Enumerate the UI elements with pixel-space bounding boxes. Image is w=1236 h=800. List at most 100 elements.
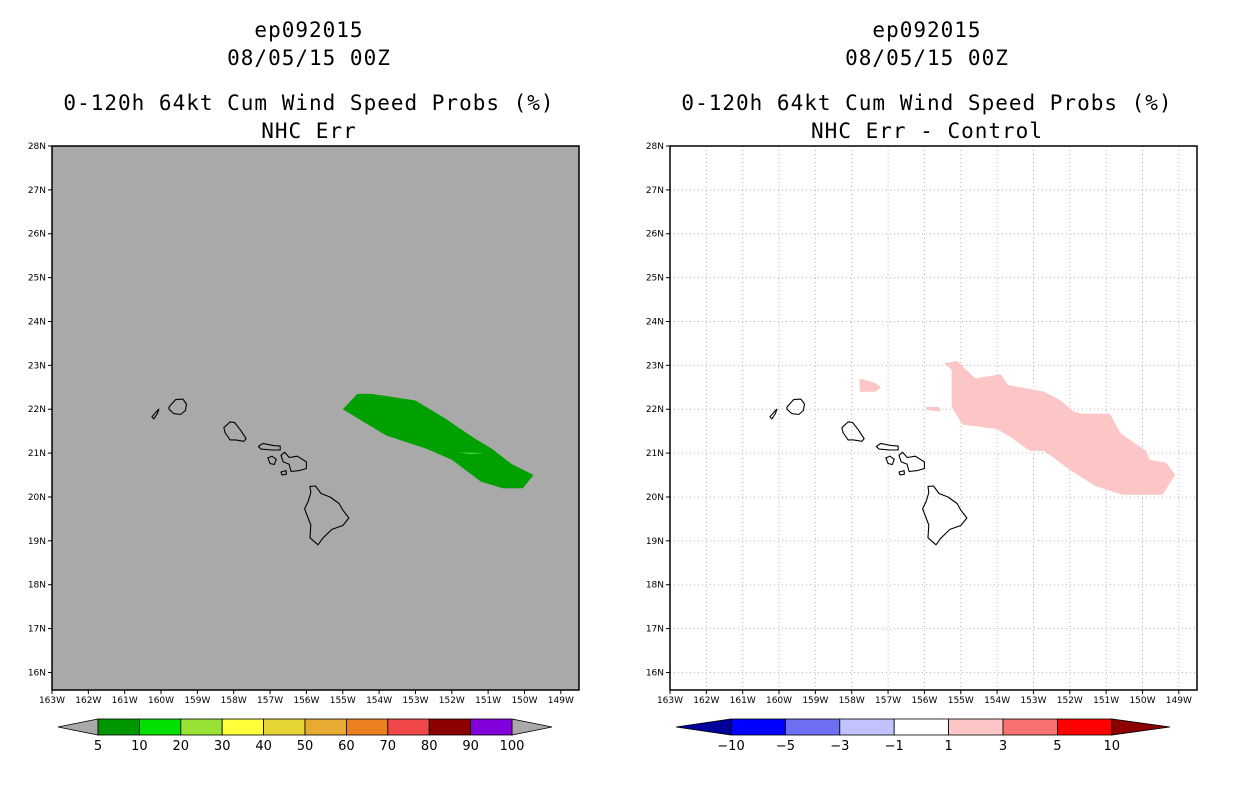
product-title: 0-120h 64kt Cum Wind Speed Probs (%) <box>63 91 555 115</box>
colorbar-right-arrow <box>1111 718 1171 736</box>
longitude-label: 157W <box>875 696 901 706</box>
longitude-label: 156W <box>293 696 319 706</box>
latitude-label: 25N <box>646 274 664 284</box>
latitude-label: 18N <box>28 581 46 591</box>
longitude-label: 159W <box>184 696 210 706</box>
latitude-label: 17N <box>28 625 46 635</box>
product-title: 0-120h 64kt Cum Wind Speed Probs (%) <box>681 91 1173 115</box>
colorbar-swatch <box>387 718 430 736</box>
colorbar-label: 3 <box>999 739 1007 754</box>
latitude-label: 19N <box>28 537 46 547</box>
colorbar: −10 −5 −3 −1 1 3 5 10 <box>675 718 1171 754</box>
longitude-label: 163W <box>39 696 65 706</box>
map-background <box>52 146 579 690</box>
longitude-label: 161W <box>730 696 756 706</box>
niihau-island <box>151 408 160 420</box>
colorbar-label: 1 <box>944 739 952 754</box>
kahoolawe-island <box>280 470 287 476</box>
latitude-label: 25N <box>28 274 46 284</box>
maui-island <box>898 451 925 473</box>
longitude-label: 153W <box>1020 696 1046 706</box>
colorbar-label: 100 <box>500 739 525 754</box>
hawaiian-islands <box>151 398 350 546</box>
latitude-label: 20N <box>28 493 46 503</box>
latitude-label: 19N <box>646 537 664 547</box>
longitude-label: 160W <box>766 696 792 706</box>
longitude-label: 150W <box>511 696 537 706</box>
colorbar-label: 70 <box>380 739 397 754</box>
colorbar: 5 10 20 30 40 50 60 70 80 90 100 <box>57 718 553 754</box>
latitude-label: 26N <box>28 230 46 240</box>
longitude-label: 149W <box>1166 696 1192 706</box>
latitude-label: 17N <box>646 625 664 635</box>
colorbar-swatch <box>1002 718 1058 736</box>
hawaiian-islands <box>769 398 968 546</box>
colorbar-label: −1 <box>885 739 904 754</box>
longitude-label: 158W <box>221 696 247 706</box>
longitude-label: 153W <box>402 696 428 706</box>
longitude-label: 152W <box>439 696 465 706</box>
latitude-label: 27N <box>28 186 46 196</box>
left-panel: ep092015 08/05/15 00Z 0-120h 64kt Cum Wi… <box>28 18 580 754</box>
colorbar-left-arrow <box>57 718 99 736</box>
colorbar-swatch <box>221 718 264 736</box>
datetime-title: 08/05/15 00Z <box>227 46 391 70</box>
longitude-label: 158W <box>839 696 865 706</box>
longitude-label: 160W <box>148 696 174 706</box>
kahoolawe-island <box>898 470 905 476</box>
longitude-label: 157W <box>257 696 283 706</box>
kauai-island <box>786 398 806 416</box>
colorbar-label: 10 <box>1104 739 1121 754</box>
longitude-label: 163W <box>657 696 683 706</box>
colorbar-swatch <box>893 718 950 736</box>
map-frame <box>51 145 580 691</box>
oahu-island <box>841 421 865 442</box>
panel-subtitle: NHC Err - Control <box>811 119 1043 143</box>
latitude-label: 16N <box>646 668 664 678</box>
colorbar-label: −10 <box>717 739 744 754</box>
colorbar-left-arrow <box>675 718 732 736</box>
latitude-label: 27N <box>646 186 664 196</box>
molokai-island <box>875 442 899 451</box>
right-panel: ep092015 08/05/15 00Z 0-120h 64kt Cum Wi… <box>618 0 1236 800</box>
latitude-label: 28N <box>646 142 664 152</box>
datetime-title: 08/05/15 00Z <box>845 46 1009 70</box>
longitude-label: 152W <box>1057 696 1083 706</box>
latitude-label: 22N <box>28 405 46 415</box>
colorbar-swatch <box>470 718 513 736</box>
colorbar-swatch <box>97 718 140 736</box>
big-island <box>922 485 968 546</box>
latitude-label: 23N <box>28 361 46 371</box>
colorbar-swatch <box>428 718 472 736</box>
molokai-island <box>257 442 281 451</box>
lanai-island <box>267 455 277 466</box>
colorbar-label: 5 <box>1053 739 1061 754</box>
colorbar-swatch <box>948 718 1004 736</box>
niihau-island <box>769 408 778 420</box>
latitude-label: 16N <box>28 668 46 678</box>
oahu-island <box>223 421 247 442</box>
big-island <box>304 485 350 546</box>
latitude-label: 18N <box>646 581 664 591</box>
colorbar-swatch <box>180 718 223 736</box>
colorbar-swatch <box>345 718 389 736</box>
colorbar-label: 40 <box>255 739 272 754</box>
longitude-label: 151W <box>1093 696 1119 706</box>
storm-id-title: ep092015 <box>872 18 982 42</box>
colorbar-swatch <box>730 718 786 736</box>
map-frame <box>669 145 1198 691</box>
colorbar-label: 80 <box>421 739 438 754</box>
colorbar-swatch <box>784 718 841 736</box>
lanai-island <box>885 455 895 466</box>
latitude-label: 20N <box>646 493 664 503</box>
longitude-label: 155W <box>330 696 356 706</box>
colorbar-swatch <box>138 718 182 736</box>
latitude-label: 21N <box>646 449 664 459</box>
longitude-label: 155W <box>948 696 974 706</box>
colorbar-label: −3 <box>830 739 849 754</box>
colorbar-label: 60 <box>338 739 355 754</box>
longitude-label: 161W <box>112 696 138 706</box>
longitude-label: 151W <box>475 696 501 706</box>
longitude-label: 149W <box>548 696 574 706</box>
latitude-label: 21N <box>28 449 46 459</box>
